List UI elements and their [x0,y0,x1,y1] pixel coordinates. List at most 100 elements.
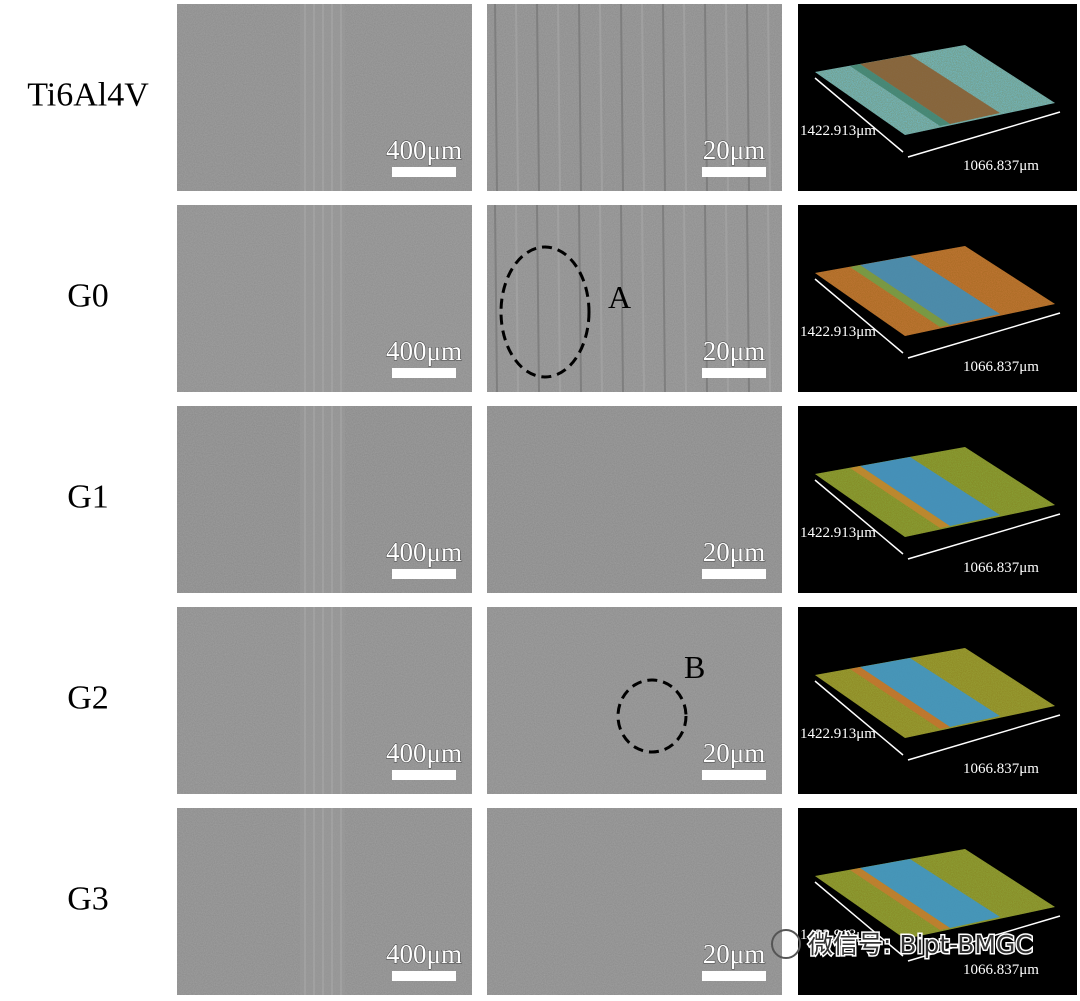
scale-bar [702,971,766,981]
groove [641,204,645,393]
wear-band [860,859,1000,928]
profile-3d [798,4,1077,191]
scale-bar [702,167,766,177]
annotation-label: A [608,279,631,315]
groove [515,3,519,192]
sem-grain [487,4,782,191]
watermark: 微信号: Bipt-BMGC [808,930,1033,959]
scale-bar [392,770,456,780]
scale-bar [702,368,766,378]
dim-label: 1066.837μm [963,560,1039,576]
groove [746,3,750,192]
sem-low-image [177,4,472,191]
scale-label: 20μm [703,939,765,969]
groove [704,204,708,393]
wear-band [860,457,1000,526]
groove [767,204,771,393]
dim-line [907,714,1061,761]
wear-band [860,256,1000,325]
dim-line [814,680,904,756]
row-label: G3 [67,880,109,917]
groove [494,204,498,393]
scale-bar [702,770,766,780]
sem-grain [487,607,782,794]
sem-high-image [487,607,782,794]
groove [578,3,582,192]
sem-low-image [177,406,472,593]
sem-high-image [487,808,782,995]
scale-bar [392,167,456,177]
sem-high-image [487,3,782,192]
scale-bar [702,569,766,579]
groove [599,3,603,192]
dim-line [907,111,1061,158]
profile-3d [798,205,1077,392]
dim-line [814,881,904,957]
scale-label: 400μm [386,738,462,768]
annotation-ellipse [499,245,591,379]
dim-line [814,278,904,354]
dim-label: 1066.837μm [963,158,1039,174]
dim-line [907,915,1061,962]
groove [578,204,582,393]
dim-line [907,513,1061,560]
wear-band [860,55,1000,124]
groove [557,204,561,393]
scale-label: 400μm [386,537,462,567]
groove [494,3,498,192]
wear-edge [850,667,950,729]
row-label: G0 [67,277,109,314]
row-label: G2 [67,679,109,716]
profile-3d [798,607,1077,794]
sem-high-image [487,204,782,393]
scale-bar [392,569,456,579]
groove [767,3,771,192]
wear-edge [850,868,950,930]
watermark-icon [771,929,801,959]
annotation-ellipse [616,678,688,754]
groove [641,3,645,192]
scale-label: 20μm [703,336,765,366]
scale-label: 400μm [386,939,462,969]
scale-bar [392,368,456,378]
dim-label: 1066.837μm [963,962,1039,978]
row-label: G1 [67,478,109,515]
dim-line [907,312,1061,359]
scale-label: 400μm [386,135,462,165]
groove [704,3,708,192]
profile-3d [798,406,1077,593]
scale-label: 20μm [703,537,765,567]
groove [683,3,687,192]
dim-label: 1422.913μm [800,123,876,139]
row-label: Ti6Al4V [27,76,149,113]
wear-band [860,658,1000,727]
profile-3d [798,808,1077,995]
groove [683,204,687,393]
wear-edge [850,466,950,528]
annotation-label: B [684,649,705,685]
dim-label: 1422.913μm [800,927,876,943]
sem-low-image [177,205,472,392]
sem-grain [487,205,782,392]
sem-grain [487,406,782,593]
sem-low-image [177,808,472,995]
wear-edge [850,64,950,126]
sem-low-image [177,607,472,794]
groove [662,3,666,192]
dim-line [814,479,904,555]
groove [662,204,666,393]
groove [725,3,729,192]
groove [620,3,624,192]
dim-label: 1422.913μm [800,726,876,742]
sem-high-image [487,406,782,593]
dim-label: 1066.837μm [963,761,1039,777]
dim-line [814,77,904,153]
scale-label: 400μm [386,336,462,366]
dim-label: 1422.913μm [800,324,876,340]
sem-grain [487,808,782,995]
dim-label: 1422.913μm [800,525,876,541]
groove [620,204,624,393]
groove [536,204,540,393]
groove [557,3,561,192]
